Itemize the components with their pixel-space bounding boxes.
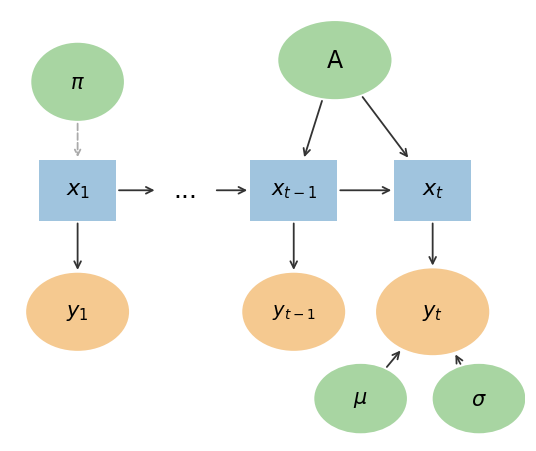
Ellipse shape [314, 364, 407, 433]
Ellipse shape [278, 22, 391, 100]
Ellipse shape [433, 364, 525, 433]
Text: $\sigma$: $\sigma$ [471, 389, 487, 409]
Text: $y_1$: $y_1$ [66, 302, 89, 322]
Text: $x_{t-1}$: $x_{t-1}$ [271, 181, 317, 201]
FancyBboxPatch shape [39, 161, 116, 221]
Ellipse shape [26, 273, 129, 351]
Text: ...: ... [174, 179, 198, 203]
Ellipse shape [376, 269, 489, 355]
Text: A: A [327, 49, 343, 73]
Ellipse shape [242, 273, 345, 351]
Text: $x_1$: $x_1$ [65, 181, 90, 201]
Text: $\mu$: $\mu$ [353, 389, 368, 409]
Ellipse shape [31, 44, 124, 122]
Text: $y_t$: $y_t$ [422, 302, 443, 322]
FancyBboxPatch shape [394, 161, 471, 221]
Text: $\pi$: $\pi$ [70, 73, 85, 92]
Text: $x_t$: $x_t$ [421, 181, 444, 201]
Text: $y_{t-1}$: $y_{t-1}$ [272, 303, 316, 322]
FancyBboxPatch shape [250, 161, 338, 221]
